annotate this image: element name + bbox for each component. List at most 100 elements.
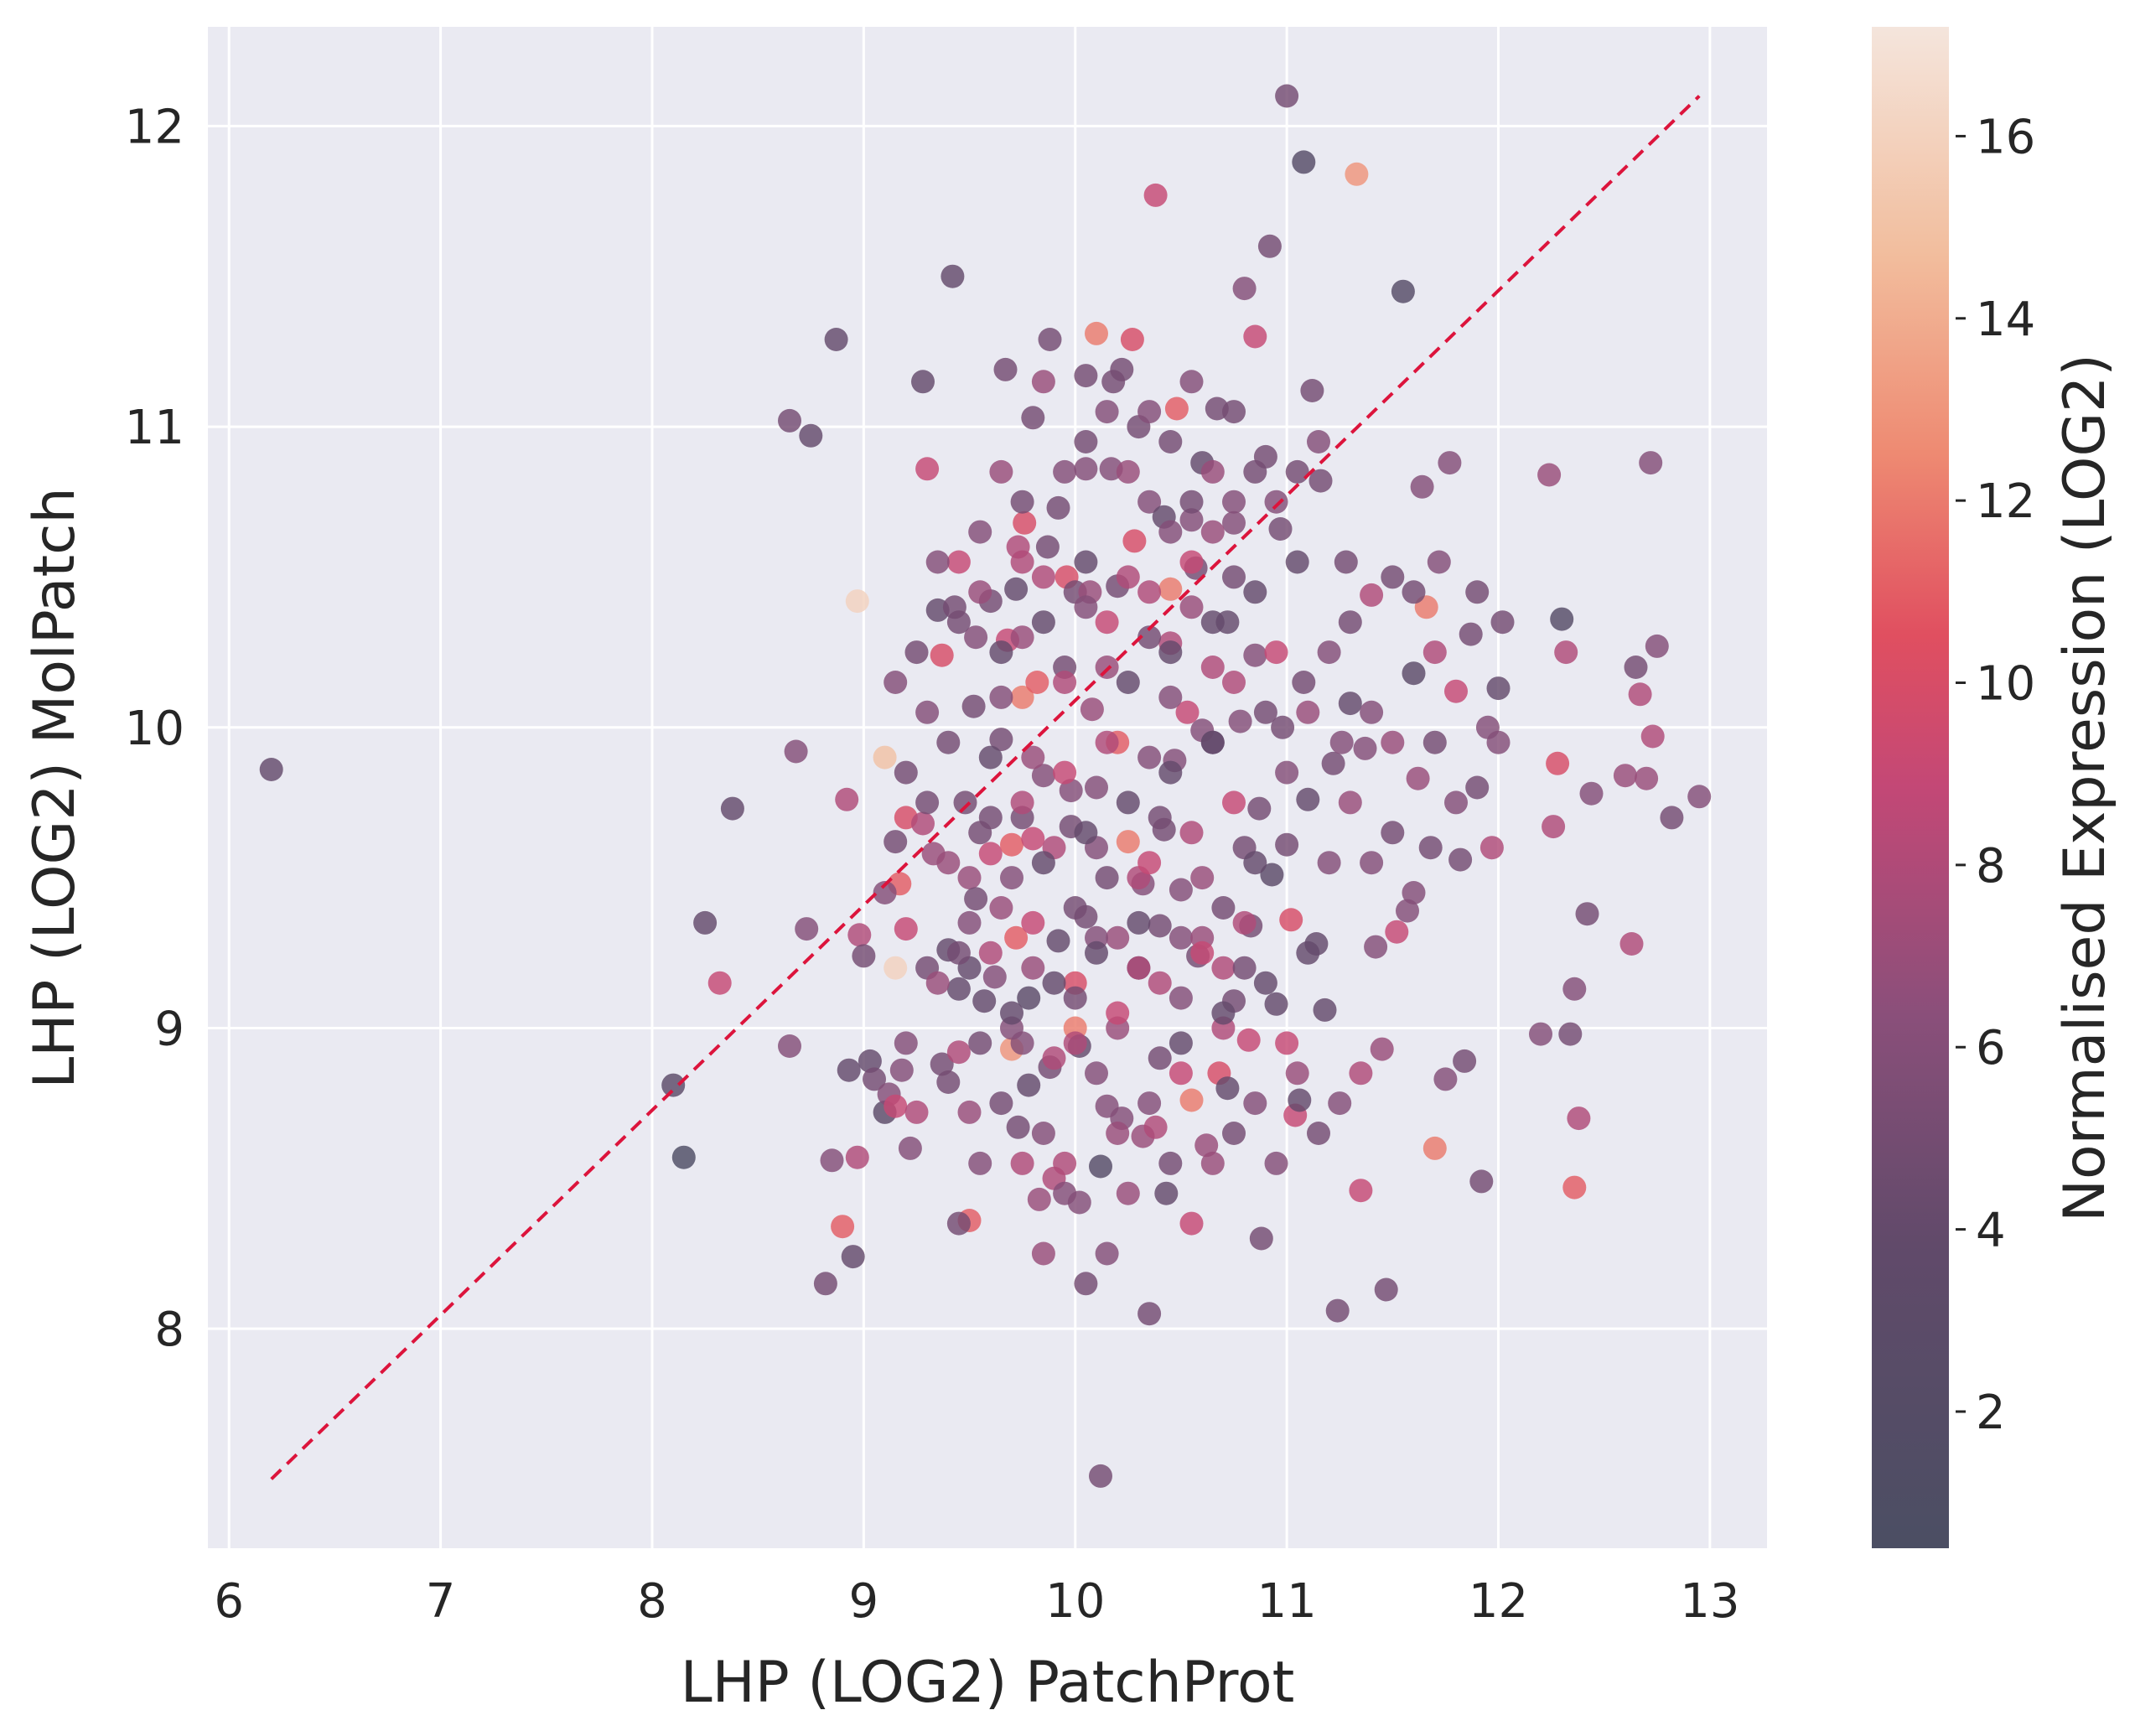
data-point-337 xyxy=(873,881,897,904)
data-point-23 xyxy=(863,1067,886,1091)
data-point-375 xyxy=(1179,370,1204,394)
data-point-309 xyxy=(1106,1001,1130,1025)
data-point-137 xyxy=(1169,878,1193,902)
data-point-212 xyxy=(1479,836,1504,860)
data-point-245 xyxy=(1148,806,1172,830)
data-point-49 xyxy=(946,1040,971,1065)
data-point-307 xyxy=(1063,1031,1087,1055)
reference-line xyxy=(270,95,1701,1480)
data-point-360 xyxy=(946,1211,971,1236)
data-point-306 xyxy=(1042,971,1066,995)
data-point-353 xyxy=(1137,1302,1162,1326)
data-point-328 xyxy=(1402,881,1426,904)
data-point-338 xyxy=(894,760,918,785)
data-point-198 xyxy=(1410,474,1434,499)
data-point-348 xyxy=(1158,1151,1183,1175)
data-point-163 xyxy=(1257,234,1282,258)
data-point-367 xyxy=(1264,1151,1288,1175)
data-point-77 xyxy=(1013,510,1037,535)
data-point-364 xyxy=(1200,1151,1225,1175)
data-point-42 xyxy=(930,1052,954,1076)
data-point-261 xyxy=(1222,565,1246,589)
data-point-66 xyxy=(989,728,1013,752)
data-point-149 xyxy=(1211,896,1236,920)
data-point-80 xyxy=(1021,827,1045,851)
data-point-160 xyxy=(1247,796,1272,821)
data-point-85 xyxy=(1035,535,1060,559)
data-point-145 xyxy=(1194,1133,1219,1158)
data-point-100 xyxy=(1074,364,1098,388)
data-point-14 xyxy=(835,787,859,811)
data-point-345 xyxy=(925,971,950,995)
data-point-165 xyxy=(1264,992,1288,1016)
data-point-173 xyxy=(1292,150,1316,174)
data-point-292 xyxy=(1074,550,1098,574)
data-point-106 xyxy=(1085,321,1108,345)
data-point-89 xyxy=(1046,495,1070,520)
y-tick-label-2: 10 xyxy=(125,702,184,756)
data-point-288 xyxy=(989,640,1013,665)
data-point-131 xyxy=(1154,1181,1179,1205)
data-point-326 xyxy=(1360,700,1384,724)
data-point-316 xyxy=(1253,971,1277,995)
x-tick-label-4: 10 xyxy=(1045,1574,1105,1629)
data-point-174 xyxy=(1292,671,1316,694)
data-point-167 xyxy=(1271,715,1295,739)
data-point-239 xyxy=(1021,745,1045,770)
data-point-54 xyxy=(957,1100,982,1124)
data-point-392 xyxy=(968,520,992,544)
data-point-26 xyxy=(873,745,897,770)
data-point-230 xyxy=(1628,682,1652,707)
data-point-376 xyxy=(1200,459,1225,484)
data-point-38 xyxy=(915,457,940,481)
data-point-318 xyxy=(1296,941,1320,965)
data-point-370 xyxy=(1328,1091,1352,1116)
data-point-254 xyxy=(1074,595,1098,619)
data-point-203 xyxy=(1433,1067,1458,1091)
data-point-311 xyxy=(1148,971,1172,995)
data-point-327 xyxy=(1381,821,1405,845)
data-point-273 xyxy=(1232,956,1257,980)
data-point-9 xyxy=(784,739,808,764)
data-point-58 xyxy=(964,887,988,911)
data-point-210 xyxy=(1469,1169,1494,1194)
data-point-161 xyxy=(1249,1226,1273,1251)
data-point-127 xyxy=(1143,183,1168,207)
data-point-371 xyxy=(1349,1061,1373,1086)
data-point-15 xyxy=(831,1215,855,1239)
data-point-343 xyxy=(915,790,940,815)
data-point-286 xyxy=(1243,851,1267,875)
y-tick-label-3: 11 xyxy=(125,401,184,455)
colorbar-ticks: 2 4 6 8 10 12 14 16 xyxy=(1956,110,2035,1440)
x-tick-label-3: 9 xyxy=(849,1574,879,1629)
data-point-241 xyxy=(1063,896,1087,920)
data-point-243 xyxy=(1106,925,1130,950)
data-point-276 xyxy=(1031,851,1055,875)
data-point-313 xyxy=(1190,941,1215,965)
data-point-218 xyxy=(1546,751,1570,775)
data-point-65 xyxy=(989,896,1013,920)
data-point-136 xyxy=(1169,1061,1193,1086)
y-tick-label-0: 8 xyxy=(154,1303,184,1357)
data-point-224 xyxy=(1567,1106,1591,1131)
data-point-339 xyxy=(915,700,940,724)
data-point-5 xyxy=(720,796,744,821)
data-point-90 xyxy=(1046,929,1070,953)
data-point-380 xyxy=(1053,459,1077,484)
data-point-43 xyxy=(930,643,954,667)
data-point-193 xyxy=(1385,920,1409,944)
data-point-154 xyxy=(1228,709,1252,733)
data-point-304 xyxy=(1000,1001,1023,1025)
data-point-336 xyxy=(1422,640,1447,665)
data-point-350 xyxy=(1116,1181,1140,1205)
data-point-195 xyxy=(1396,899,1419,923)
data-point-312 xyxy=(1169,1031,1193,1055)
x-tick-label-5: 11 xyxy=(1257,1574,1316,1629)
data-point-164 xyxy=(1260,863,1284,887)
data-point-391 xyxy=(989,459,1013,484)
data-point-295 xyxy=(1137,580,1162,604)
data-point-388 xyxy=(1264,490,1288,514)
data-point-275 xyxy=(1010,790,1034,815)
data-point-53 xyxy=(957,866,982,890)
data-point-189 xyxy=(1364,935,1388,959)
